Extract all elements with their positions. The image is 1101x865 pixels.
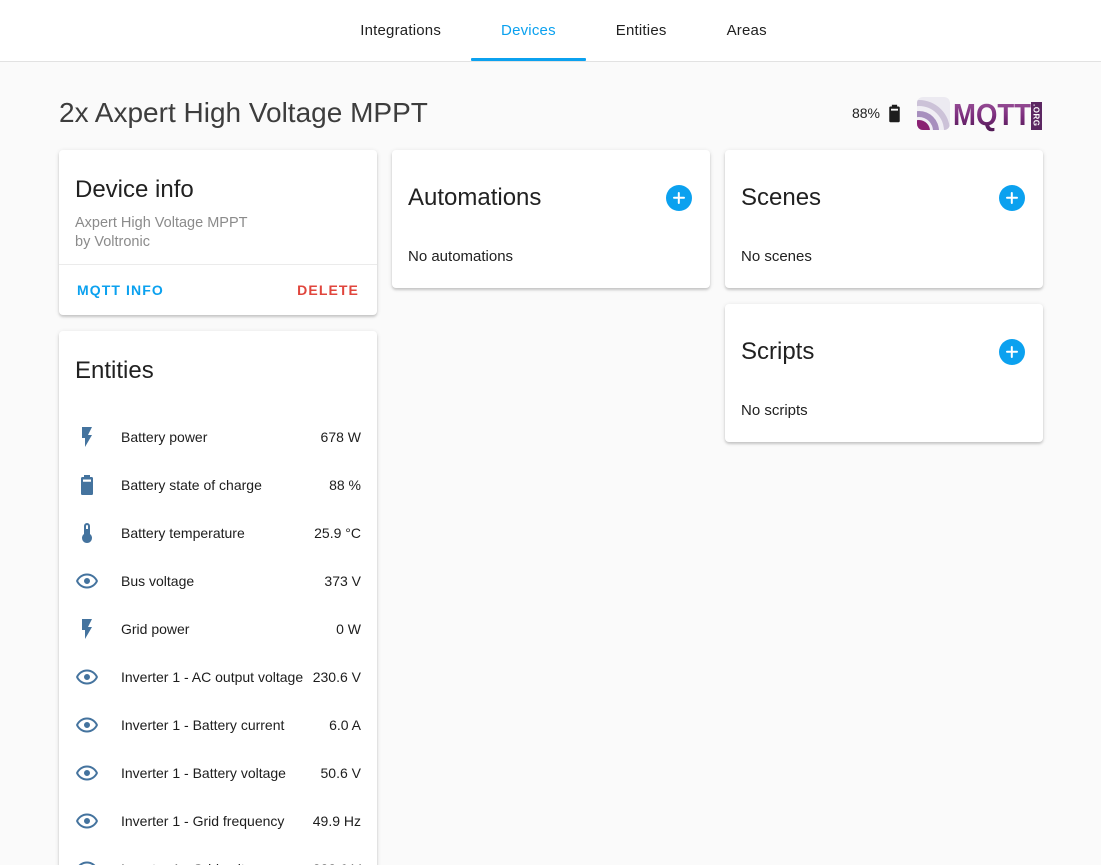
battery-percent-label: 88% — [851, 105, 880, 121]
mqtt-logo: MQTT .ORG — [917, 97, 1042, 132]
entity-name: Grid power — [121, 621, 190, 637]
device-battery-status: 88% — [852, 103, 905, 124]
entity-value: 88 % — [329, 477, 361, 493]
no-scripts-text: No scripts — [741, 402, 808, 419]
entities-list: Battery power 678 W Battery state of cha… — [75, 413, 361, 865]
top-tab-bar: Integrations Devices Entities Areas — [0, 0, 1101, 62]
automations-card-title: Automations — [408, 184, 542, 211]
page-title: 2x Axpert High Voltage MPPT — [59, 97, 428, 128]
add-scene-button[interactable] — [999, 185, 1025, 211]
card-grid: Device info Axpert High Voltage MPPT by … — [59, 150, 1043, 865]
delete-device-button[interactable]: DELETE — [295, 276, 361, 304]
scenes-card-title: Scenes — [741, 184, 822, 211]
entity-value: 0 W — [336, 621, 361, 637]
scenes-card: Scenes No scenes — [725, 150, 1043, 288]
entity-value: 222.6 V — [313, 861, 361, 865]
entity-row[interactable]: Inverter 1 - Battery voltage 50.6 V — [75, 749, 361, 797]
tab-integrations[interactable]: Integrations — [360, 22, 442, 39]
no-scenes-text: No scenes — [741, 248, 812, 265]
entity-row[interactable]: Inverter 1 - Battery current 6.0 A — [75, 701, 361, 749]
entity-row[interactable]: Grid power 0 W — [75, 605, 361, 653]
flash-icon — [75, 425, 99, 449]
eye-icon — [75, 809, 99, 833]
entity-row[interactable]: Inverter 1 - Grid frequency 49.9 Hz — [75, 797, 361, 845]
entity-value: 678 W — [320, 429, 361, 445]
thermometer-icon — [75, 521, 99, 545]
no-automations-text: No automations — [408, 248, 514, 265]
entity-name: Battery temperature — [121, 525, 245, 541]
eye-icon — [75, 761, 99, 785]
entity-value: 49.9 Hz — [312, 813, 361, 829]
eye-icon — [75, 665, 99, 689]
entity-value: 230.6 V — [312, 669, 361, 685]
add-automation-button[interactable] — [666, 185, 692, 211]
battery-icon — [75, 473, 99, 497]
entity-name: Bus voltage — [121, 573, 195, 589]
entities-card: Entities Battery power 678 W Battery sta… — [59, 331, 377, 865]
scripts-card: Scripts No scripts — [725, 304, 1043, 442]
device-manufacturer: by Voltronic — [75, 234, 150, 250]
entity-value: 6.0 A — [329, 717, 361, 733]
card-divider — [59, 264, 377, 265]
entity-value: 50.6 V — [320, 765, 361, 781]
entity-name: Inverter 1 - Battery voltage — [121, 765, 286, 781]
automations-card: Automations No automations — [392, 150, 710, 288]
eye-icon — [75, 569, 99, 593]
entity-row[interactable]: Battery power 678 W — [75, 413, 361, 461]
header-right: 88% MQTT — [852, 94, 1043, 132]
entities-card-title: Entities — [75, 357, 154, 384]
column-right: Scenes No scenes Scripts No scripts — [725, 150, 1043, 865]
flash-icon — [75, 617, 99, 641]
mqtt-info-button[interactable]: MQTT INFO — [75, 276, 166, 304]
entity-row[interactable]: Inverter 1 - Grid voltage 222.6 V — [75, 845, 361, 865]
mqtt-logo-org-text: .ORG — [1032, 104, 1041, 126]
battery-icon — [884, 103, 905, 124]
tab-devices[interactable]: Devices — [471, 0, 586, 61]
entity-name: Battery power — [121, 429, 208, 445]
device-info-actions: MQTT INFO DELETE — [59, 265, 377, 315]
device-model: Axpert High Voltage MPPT — [75, 215, 248, 231]
entity-name: Inverter 1 - Battery current — [121, 717, 285, 733]
eye-icon — [75, 857, 99, 865]
entity-name: Inverter 1 - AC output voltage — [121, 669, 304, 685]
device-info-card: Device info Axpert High Voltage MPPT by … — [59, 150, 377, 315]
device-info-title: Device info — [75, 176, 194, 203]
mqtt-logo-text: MQTT — [953, 97, 1031, 132]
entity-value: 373 V — [324, 573, 361, 589]
entity-row[interactable]: Bus voltage 373 V — [75, 557, 361, 605]
entity-value: 25.9 °C — [314, 525, 361, 541]
eye-icon — [75, 713, 99, 737]
config-tabs: Integrations Devices Entities Areas — [304, 0, 797, 61]
page-header: 2x Axpert High Voltage MPPT 88% — [59, 94, 1043, 132]
scripts-card-title: Scripts — [741, 338, 815, 365]
entity-row[interactable]: Battery state of charge 88 % — [75, 461, 361, 509]
entity-name: Battery state of charge — [121, 477, 262, 493]
add-script-button[interactable] — [999, 339, 1025, 365]
entity-row[interactable]: Battery temperature 25.9 °C — [75, 509, 361, 557]
entity-name: Inverter 1 - Grid voltage — [121, 861, 305, 865]
entity-name: Inverter 1 - Grid frequency — [121, 813, 285, 829]
tab-areas[interactable]: Areas — [726, 22, 767, 39]
column-middle: Automations No automations — [392, 150, 710, 865]
tab-entities[interactable]: Entities — [615, 22, 667, 39]
column-left: Device info Axpert High Voltage MPPT by … — [59, 150, 377, 865]
mqtt-signal-icon — [917, 97, 950, 130]
entity-row[interactable]: Inverter 1 - AC output voltage 230.6 V — [75, 653, 361, 701]
